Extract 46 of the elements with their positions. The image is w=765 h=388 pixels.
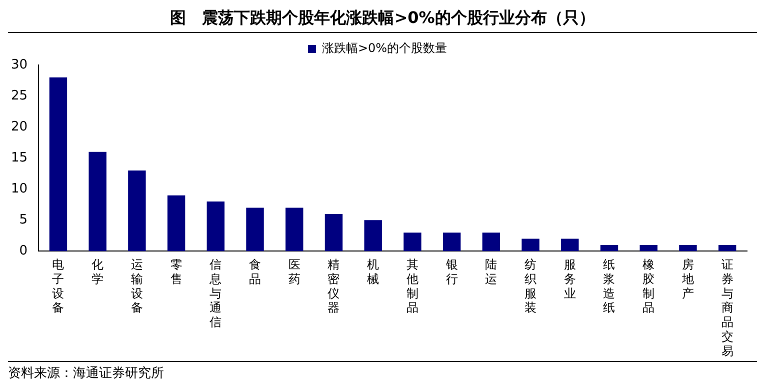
x-tick-label: 电子设备 <box>52 258 64 315</box>
y-tick-label: 10 <box>10 182 28 197</box>
bar <box>246 208 264 252</box>
y-tick-label: 20 <box>10 119 28 134</box>
bar <box>482 232 500 252</box>
x-tick-label: 运输设备 <box>130 258 143 315</box>
bar <box>404 232 422 252</box>
bar <box>49 77 68 252</box>
bar <box>364 220 382 252</box>
y-tick-label: 0 <box>19 244 28 259</box>
x-tick-label: 陆运 <box>485 258 498 286</box>
y-tick-label: 15 <box>10 150 28 166</box>
x-tick-label: 精密仪器 <box>328 258 340 315</box>
x-tick-label: 服务业 <box>564 258 576 300</box>
x-tick-label: 医药 <box>288 258 300 286</box>
x-tick-label: 零售 <box>170 258 182 286</box>
y-tick-label: 5 <box>19 212 28 228</box>
x-tick-label: 橡胶制品 <box>642 258 655 315</box>
y-tick-label: 30 <box>10 57 28 72</box>
x-tick-label: 机械 <box>367 258 380 286</box>
bar <box>128 170 146 252</box>
bar <box>286 208 304 252</box>
x-tick-label: 纸浆造纸 <box>603 258 616 315</box>
x-tick-label: 银行 <box>444 258 458 286</box>
bar <box>167 195 186 252</box>
x-tick-label: 食品 <box>249 258 262 286</box>
bar <box>88 152 106 252</box>
legend-label: 涨跌幅>0%的个股数量 <box>322 41 448 56</box>
bar <box>640 244 658 252</box>
bar <box>324 214 343 252</box>
bar <box>206 202 225 252</box>
text: 资料来源：海通证券研究所 <box>8 361 757 382</box>
bar <box>600 244 618 252</box>
x-tick-label: 房地产 <box>680 258 694 300</box>
x-tick-label: 其他制品 <box>406 258 418 315</box>
bar <box>442 232 461 252</box>
chart-title: 图 震荡下跌期个股年化涨跌幅>0%的个股行业分布（只） <box>8 8 757 33</box>
bar <box>522 238 540 252</box>
x-tick-label: 信息与通信 <box>208 258 222 330</box>
x-tick-label: 证券与商品交易 <box>721 258 734 358</box>
x-tick-label: 纺织服装 <box>524 258 537 315</box>
bar <box>561 238 579 252</box>
bar <box>718 244 736 252</box>
x-tick-label: 化学 <box>92 258 104 286</box>
bar <box>679 244 697 252</box>
y-tick-label: 25 <box>10 88 28 104</box>
